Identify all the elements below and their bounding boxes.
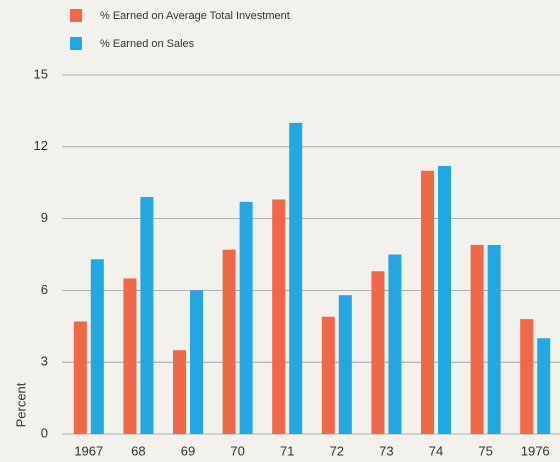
bar [90,259,104,434]
x-tick-label: 1967 [74,443,103,458]
y-tick-label: 9 [41,210,48,225]
y-axis-label: Percent [13,382,28,427]
bar [338,295,352,434]
bar [470,244,484,434]
bar [421,170,434,434]
legend-label: % Earned on Sales [100,38,195,50]
bar [537,338,551,434]
x-tick-label: 71 [280,443,294,458]
bar [388,254,402,434]
bar [438,165,451,435]
x-tick-label: 69 [181,443,195,458]
legend-swatch [70,9,82,22]
bar [520,319,534,434]
bar [190,290,203,434]
x-tick-label: 68 [131,443,145,458]
bar [222,249,236,434]
x-tick-label: 73 [379,443,393,458]
bar [272,199,286,434]
x-tick-label: 75 [478,443,492,458]
x-tick-label: 70 [230,443,244,458]
x-tick-label: 74 [429,443,443,458]
bar [487,244,501,434]
y-tick-label: 12 [34,138,48,153]
bar [239,201,253,434]
bar [73,321,87,434]
bar [371,271,385,434]
bar [123,278,137,434]
legend-label: % Earned on Average Total Investment [100,10,290,22]
y-tick-label: 6 [41,282,48,297]
y-tick-label: 0 [41,425,48,440]
legend-swatch [70,37,82,50]
bar [173,350,186,434]
x-tick-label: 72 [330,443,344,458]
y-tick-label: 15 [34,66,48,81]
x-tick-label: 1976 [521,443,550,458]
bar [289,122,303,434]
bar [321,316,335,434]
bar [140,197,154,434]
y-tick-label: 3 [41,354,48,369]
